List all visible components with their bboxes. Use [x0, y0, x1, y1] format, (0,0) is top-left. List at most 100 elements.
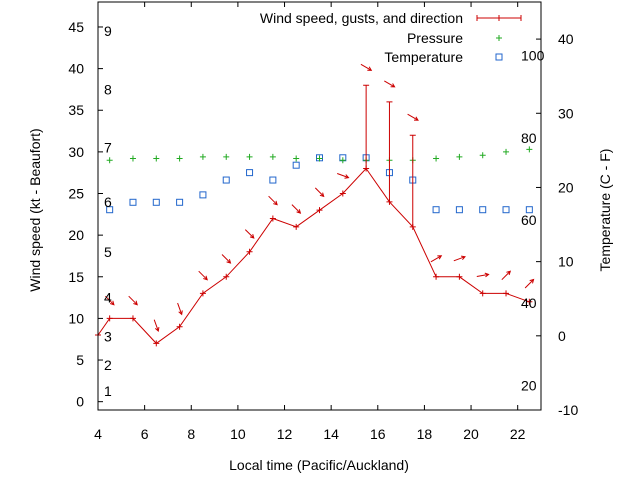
x-tick-label: 10: [230, 426, 246, 442]
pressure-point: [479, 152, 486, 159]
wind-direction-arrow: [314, 187, 325, 198]
beaufort-label: 6: [104, 194, 112, 210]
beaufort-label: 8: [104, 81, 112, 97]
legend-swatch-pressure: [496, 35, 502, 41]
pressure-point: [503, 148, 510, 155]
temperature-point: [152, 198, 160, 206]
wind-direction-arrow: [453, 255, 466, 262]
wind-direction-arrow: [501, 270, 512, 281]
y-tick-label-right: 10: [558, 254, 574, 270]
x-tick-label: 12: [277, 426, 293, 442]
y-tick-label-left: 0: [76, 394, 84, 410]
y-tick-label-left: 30: [68, 144, 84, 160]
wind-speed-point: [526, 298, 533, 305]
x-tick-label: 18: [417, 426, 433, 442]
temperature-point: [269, 176, 277, 184]
wind-speed-point: [433, 273, 440, 280]
wind-speed-line: [97, 167, 530, 345]
y-tick-label-right: -10: [558, 402, 578, 418]
x-tick-label: 6: [141, 426, 149, 442]
fahrenheit-label: 20: [521, 378, 537, 394]
pressure-point: [153, 155, 160, 162]
temperature-point: [455, 206, 463, 214]
wind-direction-arrow: [128, 295, 138, 306]
temperature-point: [525, 206, 533, 214]
x-tick-label: 14: [323, 426, 339, 442]
pressure-point: [176, 155, 183, 162]
wind-gust-bar: [363, 84, 370, 169]
pressure-point: [316, 155, 323, 162]
fahrenheit-label: 80: [521, 130, 537, 146]
pressure-point: [456, 153, 463, 160]
legend-swatch-temperature: [495, 53, 503, 61]
wind-speed-point: [246, 248, 253, 255]
temperature-point: [479, 206, 487, 214]
pressure-point: [269, 153, 276, 160]
wind-direction-arrow: [244, 229, 255, 239]
temperature-point: [502, 206, 510, 214]
x-tick-label: 8: [187, 426, 195, 442]
y-tick-label-left: 20: [68, 227, 84, 243]
wind-speed-point: [293, 223, 300, 230]
temperature-point: [176, 198, 184, 206]
wind-direction-arrow: [105, 295, 115, 306]
wind-direction-arrow: [337, 173, 350, 179]
temperature-point: [129, 198, 137, 206]
pressure-point: [199, 153, 206, 160]
wind-direction-arrow: [430, 255, 443, 263]
legend-swatch-wind: [476, 15, 522, 21]
pressure-point: [106, 157, 113, 164]
wind-speed-point: [223, 273, 230, 280]
wind-direction-arrow: [384, 80, 396, 88]
wind-speed-point: [153, 340, 160, 347]
y-tick-label-left: 45: [68, 19, 84, 35]
beaufort-label: 4: [104, 290, 112, 306]
wind-speed-point: [199, 290, 206, 297]
pressure-point: [339, 157, 346, 164]
wind-speed-point: [456, 273, 463, 280]
wind-gust-bar: [386, 101, 393, 202]
beaufort-label: 5: [104, 244, 112, 260]
beaufort-label: 7: [104, 140, 112, 156]
wind-speed-point: [269, 215, 276, 222]
y-tick-label-right: 20: [558, 179, 574, 195]
temperature-point: [246, 169, 254, 177]
pressure-point: [526, 146, 533, 153]
temperature-point: [292, 161, 300, 169]
wind-speed-point: [176, 323, 183, 330]
wind-direction-arrow: [360, 63, 373, 71]
legend-label: Pressure: [407, 30, 463, 46]
wind-speed-point: [479, 290, 486, 297]
beaufort-label: 9: [104, 23, 112, 39]
pressure-point: [246, 153, 253, 160]
beaufort-label: 1: [104, 383, 112, 399]
wind-direction-arrow: [524, 278, 535, 289]
wind-direction-arrow: [268, 195, 278, 206]
wind-speed-point: [106, 315, 113, 322]
wind-direction-arrow: [407, 113, 419, 121]
fahrenheit-label: 40: [521, 295, 537, 311]
temperature-point: [222, 176, 230, 184]
temperature-point: [432, 206, 440, 214]
pressure-point: [293, 155, 300, 162]
y-tick-label-left: 25: [68, 186, 84, 202]
beaufort-label: 2: [104, 357, 112, 373]
pressure-point: [433, 155, 440, 162]
temperature-point: [106, 206, 114, 214]
x-tick-label: 16: [370, 426, 386, 442]
y-tick-label-left: 15: [68, 269, 84, 285]
legend-label: Wind speed, gusts, and direction: [260, 10, 463, 26]
wind-direction-arrow: [476, 272, 490, 278]
x-tick-label: 22: [510, 426, 526, 442]
y-tick-label-left: 10: [68, 310, 84, 326]
x-tick-label: 20: [463, 426, 479, 442]
wind-speed-point: [129, 315, 136, 322]
x-tick-label: 4: [94, 426, 102, 442]
temperature-point: [199, 191, 207, 199]
fahrenheit-label: 100: [521, 47, 545, 63]
wind-speed-point: [503, 290, 510, 297]
y-tick-label-left: 35: [68, 102, 84, 118]
y-axis-label-right: Temperature (C - F): [597, 149, 613, 272]
wind-speed-point: [339, 190, 346, 197]
